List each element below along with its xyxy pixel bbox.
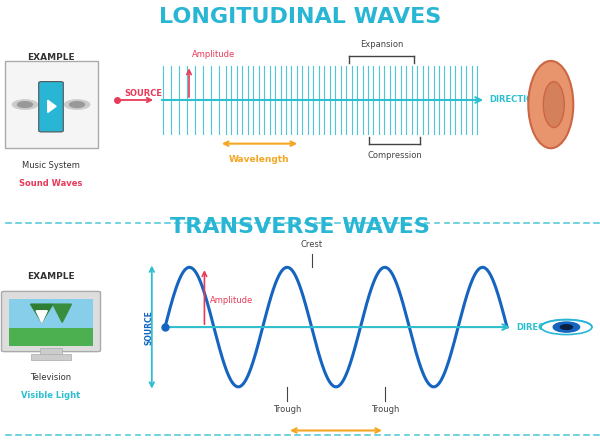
Circle shape (560, 325, 572, 329)
Text: TRANSVERSE WAVES: TRANSVERSE WAVES (170, 217, 430, 237)
Text: DIRECTION: DIRECTION (489, 95, 540, 104)
Polygon shape (31, 304, 53, 322)
Text: SOURCE: SOURCE (125, 89, 163, 98)
Circle shape (70, 102, 85, 107)
Text: LONGITUDINAL WAVES: LONGITUDINAL WAVES (159, 7, 441, 27)
Text: EXAMPLE: EXAMPLE (27, 272, 75, 281)
Text: Trough: Trough (273, 405, 301, 414)
FancyBboxPatch shape (40, 348, 62, 355)
Text: Trough: Trough (371, 405, 399, 414)
Circle shape (553, 322, 580, 332)
Text: Amplitude: Amplitude (192, 50, 235, 59)
FancyBboxPatch shape (9, 299, 93, 347)
Polygon shape (53, 304, 71, 322)
Text: Wavelength: Wavelength (229, 155, 290, 164)
Text: Compression: Compression (367, 151, 422, 160)
FancyBboxPatch shape (39, 82, 64, 132)
Text: Expansion: Expansion (360, 40, 403, 50)
Ellipse shape (544, 82, 565, 128)
Circle shape (64, 99, 90, 110)
Text: Amplitude: Amplitude (211, 296, 254, 305)
Circle shape (12, 99, 38, 110)
Text: Music System: Music System (22, 161, 80, 170)
Text: Crest: Crest (301, 240, 323, 249)
Text: Television: Television (31, 373, 71, 382)
Text: Sound Waves: Sound Waves (19, 179, 83, 188)
Ellipse shape (529, 61, 574, 148)
FancyBboxPatch shape (31, 354, 71, 360)
Text: EXAMPLE: EXAMPLE (27, 53, 75, 62)
Text: DIRECTION: DIRECTION (516, 323, 567, 332)
Text: Visible Light: Visible Light (22, 392, 80, 400)
Circle shape (17, 102, 32, 107)
Text: SOURCE: SOURCE (145, 310, 154, 344)
Ellipse shape (541, 320, 592, 335)
Polygon shape (48, 100, 56, 112)
FancyBboxPatch shape (2, 291, 101, 352)
FancyBboxPatch shape (9, 328, 93, 347)
FancyBboxPatch shape (5, 61, 97, 148)
Polygon shape (36, 311, 47, 322)
